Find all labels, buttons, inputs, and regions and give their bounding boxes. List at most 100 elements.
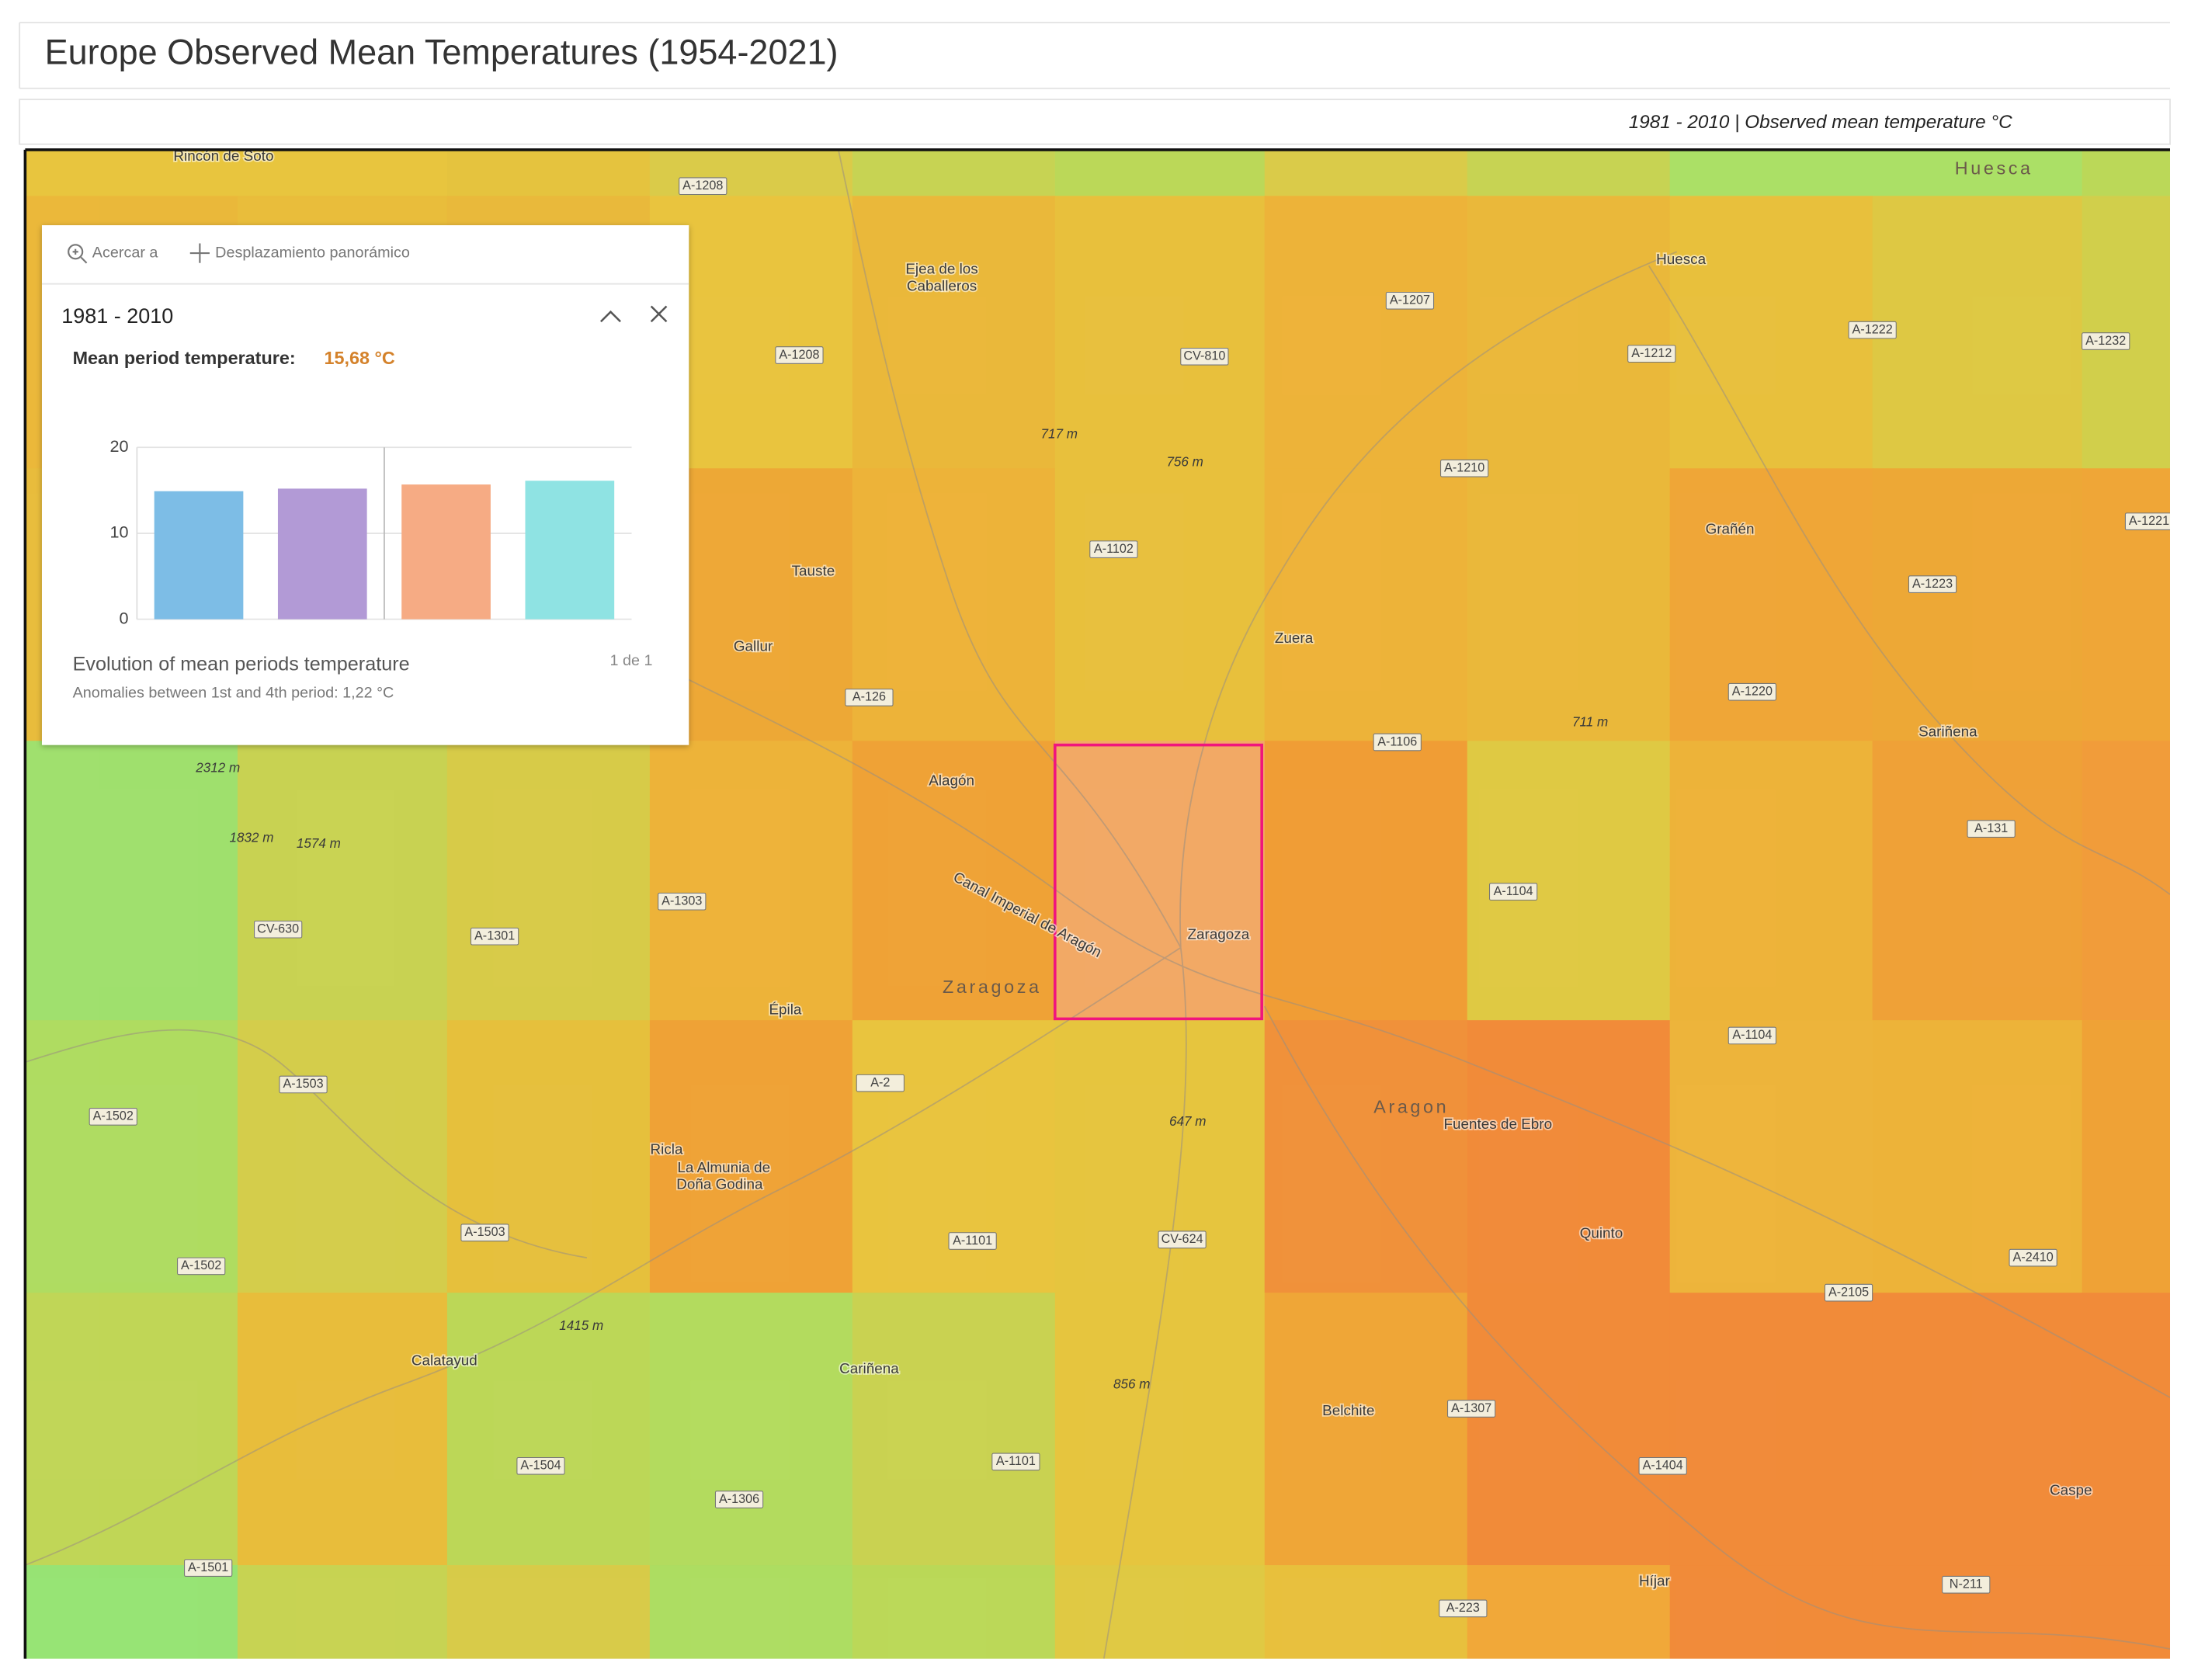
grid-cell	[1264, 741, 1468, 1022]
road-shield	[516, 1456, 565, 1475]
road-label: A-2105	[1828, 1285, 1869, 1299]
road-shield	[470, 927, 519, 946]
grid-cell	[1054, 468, 1266, 742]
place-label: Épila	[769, 1002, 801, 1019]
grid-cell	[1872, 741, 2083, 1022]
place-label: La Almunia de	[677, 1160, 770, 1176]
road-shield	[279, 1075, 328, 1094]
zoom-icon[interactable]	[68, 244, 88, 264]
road-shield	[845, 689, 894, 706]
road-shield	[991, 1453, 1040, 1471]
grid-cell	[1669, 1020, 1873, 1294]
grid-cell	[237, 1565, 448, 1659]
place-label: Cariñena	[839, 1361, 899, 1377]
region-label: Aragon	[1373, 1097, 1449, 1117]
road-label: A-1223	[1912, 577, 1953, 591]
grid-cell	[2082, 741, 2171, 1022]
road-label: A-1232	[2085, 334, 2126, 348]
place-label: Alagón	[929, 772, 974, 789]
bar-chart: 0 10 20	[110, 436, 632, 627]
grid-cell	[2082, 1020, 2171, 1294]
elevation-label: 2312 m	[195, 761, 240, 776]
road-shield	[775, 346, 824, 364]
place-label: Ejea de los	[905, 262, 977, 278]
grid-cell	[446, 1293, 651, 1566]
grid-cell	[852, 1565, 1056, 1659]
grid-cell	[1264, 149, 1468, 197]
map-labels: Huesca Zaragoza Aragon Rincón de Soto Ejea d…	[89, 150, 2171, 1618]
road-shield	[1942, 1575, 1991, 1594]
road-label: CV-624	[1161, 1232, 1203, 1246]
road-shield	[1967, 820, 2016, 838]
elevation-label: 856 m	[1113, 1376, 1150, 1391]
road-shield	[1439, 1599, 1488, 1618]
road-label: A-1104	[1494, 884, 1533, 898]
grid-cell	[1669, 741, 1873, 1022]
grid-cell	[1467, 468, 1671, 742]
roads	[25, 149, 2171, 1659]
grid-cell	[1669, 196, 1873, 470]
place-label: Calatayud	[411, 1352, 477, 1369]
road-shield	[1373, 733, 1422, 751]
info-bar	[19, 99, 2171, 145]
grid-cell	[1467, 741, 1671, 1022]
selected-cell[interactable]	[1054, 743, 1263, 1021]
road-label: A-1306	[719, 1492, 759, 1506]
place-label: Fuentes de Ebro	[1444, 1116, 1553, 1133]
tool-pan[interactable]: Desplazamiento panorámico	[215, 244, 410, 261]
layer-info: 1981 - 2010 | Observed mean temperature …	[1629, 112, 2012, 133]
road-label: A-1501	[188, 1560, 228, 1574]
grid-cell	[25, 1020, 238, 1294]
road-label: A-1222	[1852, 322, 1893, 336]
road	[642, 656, 2171, 1398]
road-label: A-1301	[474, 929, 515, 942]
grid-cell	[237, 1020, 448, 1294]
grid-cell	[1054, 1293, 1266, 1566]
road-shield	[1158, 1230, 1207, 1249]
temperature-grid	[25, 149, 2171, 1659]
road-label: A-223	[1446, 1601, 1480, 1615]
road-label: A-1307	[1451, 1401, 1491, 1415]
road-shield	[1824, 1283, 1873, 1302]
road-label: A-1102	[1094, 542, 1134, 556]
road-shield	[184, 1559, 233, 1578]
grid-cell	[237, 741, 448, 1022]
grid-cell	[1872, 468, 2083, 742]
road-shield	[1385, 291, 1435, 310]
grid-cell	[1054, 196, 1266, 470]
collapse-button[interactable]	[599, 310, 621, 323]
map[interactable]: Huesca Zaragoza Aragon Rincón de Soto Ejea d…	[25, 148, 2172, 1660]
grid-cell	[1054, 1565, 1266, 1659]
bar	[525, 481, 615, 620]
elevation-label: 1415 m	[559, 1318, 603, 1333]
road-label: CV-810	[1183, 349, 1225, 363]
grid-cell	[1264, 1293, 1468, 1566]
chart-subtitle: Anomalies between 1st and 4th period: 1,…	[73, 684, 394, 701]
road-shield	[1089, 540, 1138, 558]
grid-cell	[649, 741, 853, 1022]
place-label: Huesca	[1656, 252, 1707, 268]
close-button[interactable]	[650, 305, 668, 323]
road-shield	[1488, 883, 1538, 901]
pan-icon[interactable]	[189, 243, 210, 263]
grid-cell	[852, 741, 1056, 1022]
road-label: A-1502	[93, 1109, 134, 1123]
grid-cell	[1669, 149, 1873, 197]
road-label: A-1404	[1643, 1459, 1683, 1473]
place-label: Caspe	[2050, 1483, 2092, 1499]
bar	[277, 488, 367, 620]
road-shield	[1627, 345, 1676, 363]
grid-cell	[1467, 1565, 1671, 1659]
tool-zoom[interactable]: Acercar a	[92, 244, 158, 261]
popup: Acercar a Desplazamiento panorámico 1981…	[41, 225, 689, 745]
road-label: A-1101	[996, 1454, 1036, 1468]
road-shield	[1908, 575, 1957, 593]
road-shield	[856, 1074, 905, 1092]
road-shield	[1727, 1026, 1777, 1045]
grid-cell	[1054, 741, 1266, 1022]
grid-cell	[2082, 468, 2171, 742]
elevation-label: 1832 m	[229, 831, 273, 845]
y-tick-label: 0	[120, 608, 129, 627]
road-shield	[177, 1257, 226, 1276]
